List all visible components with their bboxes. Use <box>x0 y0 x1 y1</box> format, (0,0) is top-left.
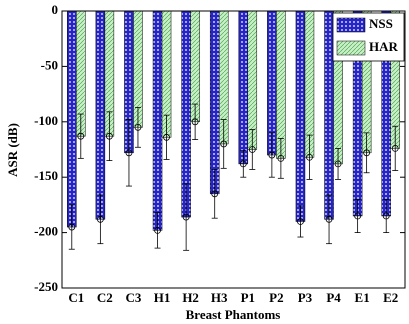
error-marker <box>77 132 85 140</box>
bar <box>238 10 249 165</box>
y-axis-label: ASR (dB) <box>5 123 20 177</box>
error-marker <box>239 160 247 168</box>
error-marker <box>68 223 76 231</box>
bar <box>209 10 220 195</box>
y-tick-label: 0 <box>52 2 59 17</box>
error-marker <box>163 133 170 141</box>
error-marker <box>325 215 333 223</box>
error-marker <box>96 215 104 223</box>
error-marker <box>154 226 161 234</box>
error-marker <box>277 154 285 162</box>
x-tick-label: H2 <box>182 290 199 305</box>
bar <box>324 10 334 220</box>
x-tick-label: C3 <box>126 290 142 305</box>
x-tick-label: P1 <box>241 290 255 305</box>
error-marker <box>220 140 228 148</box>
error-marker <box>306 153 313 161</box>
bar <box>247 10 258 150</box>
bar <box>276 10 286 159</box>
y-tick-label: -200 <box>34 224 58 239</box>
bar <box>67 10 77 228</box>
x-tick-label: E1 <box>355 290 370 305</box>
error-marker <box>268 151 276 159</box>
error-marker <box>391 144 399 152</box>
bar <box>95 10 106 220</box>
error-marker <box>334 160 342 168</box>
x-tick-label: P2 <box>269 290 283 305</box>
error-marker <box>191 118 199 126</box>
error-marker <box>363 149 371 157</box>
legend-swatch <box>336 40 366 56</box>
error-marker <box>297 218 304 225</box>
x-tick-label: C2 <box>97 290 113 305</box>
y-tick-label: -100 <box>34 113 58 128</box>
error-marker <box>134 123 142 131</box>
x-tick-label: E2 <box>383 290 398 305</box>
error-marker <box>382 212 390 220</box>
error-marker <box>105 132 113 140</box>
legend-swatch <box>336 17 366 33</box>
y-tick-label: -50 <box>41 57 58 72</box>
error-marker <box>182 213 190 221</box>
x-tick-label: P3 <box>298 290 313 305</box>
x-tick-label: H3 <box>211 290 228 305</box>
plot-frame <box>61 10 406 289</box>
error-marker <box>248 146 256 153</box>
error-marker <box>125 149 133 157</box>
bar <box>152 10 163 231</box>
x-tick-label: P4 <box>326 290 341 305</box>
x-tick-label: C1 <box>68 290 84 305</box>
y-tick-label: -250 <box>34 279 58 294</box>
x-tick-label: H1 <box>154 290 171 305</box>
error-marker <box>211 190 219 198</box>
bar <box>295 10 306 222</box>
y-tick-label: -150 <box>34 168 58 183</box>
error-marker <box>354 212 362 220</box>
legend-label: HAR <box>369 39 399 54</box>
x-axis-label: Breast Phantoms <box>186 307 281 322</box>
legend-label: NSS <box>369 16 393 31</box>
